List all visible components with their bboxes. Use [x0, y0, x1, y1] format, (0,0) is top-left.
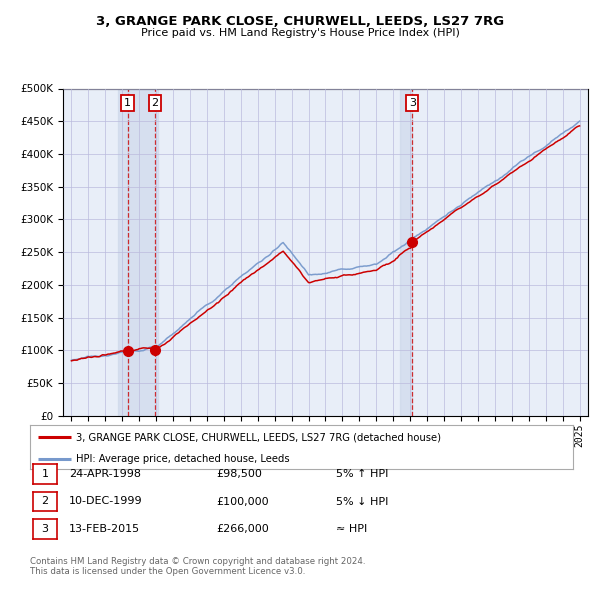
Text: 1: 1 [41, 469, 49, 478]
Text: Price paid vs. HM Land Registry's House Price Index (HPI): Price paid vs. HM Land Registry's House … [140, 28, 460, 38]
Bar [400, 88, 412, 416]
Text: £100,000: £100,000 [216, 497, 269, 506]
Text: 5% ↓ HPI: 5% ↓ HPI [336, 497, 388, 506]
Text: 2: 2 [41, 497, 49, 506]
Text: Contains HM Land Registry data © Crown copyright and database right 2024.: Contains HM Land Registry data © Crown c… [30, 558, 365, 566]
Text: 24-APR-1998: 24-APR-1998 [69, 469, 141, 478]
Text: 5% ↑ HPI: 5% ↑ HPI [336, 469, 388, 478]
Text: HPI: Average price, detached house, Leeds: HPI: Average price, detached house, Leed… [76, 454, 290, 464]
Text: 3, GRANGE PARK CLOSE, CHURWELL, LEEDS, LS27 7RG (detached house): 3, GRANGE PARK CLOSE, CHURWELL, LEEDS, L… [76, 432, 441, 442]
Text: 3: 3 [409, 99, 416, 108]
Bar [128, 88, 158, 416]
Bar [118, 88, 128, 416]
Text: £98,500: £98,500 [216, 469, 262, 478]
Text: 10-DEC-1999: 10-DEC-1999 [69, 497, 143, 506]
Text: £266,000: £266,000 [216, 525, 269, 534]
Text: 1: 1 [124, 99, 131, 108]
Text: ≈ HPI: ≈ HPI [336, 525, 367, 534]
Text: This data is licensed under the Open Government Licence v3.0.: This data is licensed under the Open Gov… [30, 567, 305, 576]
Text: 3, GRANGE PARK CLOSE, CHURWELL, LEEDS, LS27 7RG: 3, GRANGE PARK CLOSE, CHURWELL, LEEDS, L… [96, 15, 504, 28]
Text: 3: 3 [41, 525, 49, 534]
Text: 2: 2 [152, 99, 158, 108]
Text: 13-FEB-2015: 13-FEB-2015 [69, 525, 140, 534]
